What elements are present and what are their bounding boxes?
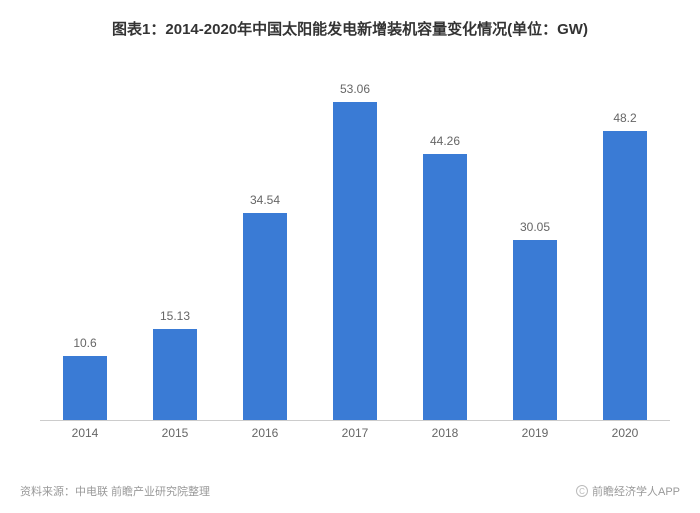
bar-value-label: 44.26: [430, 134, 460, 148]
bar: [243, 213, 287, 420]
x-axis-label: 2015: [130, 426, 220, 440]
bar-slot: 53.06: [310, 60, 400, 420]
bar-slot: 30.05: [490, 60, 580, 420]
copyright: C 前瞻经济学人APP: [576, 483, 680, 499]
bar: [333, 102, 377, 420]
bar-value-label: 53.06: [340, 82, 370, 96]
x-axis-label: 2018: [400, 426, 490, 440]
bar-slot: 34.54: [220, 60, 310, 420]
bar-value-label: 48.2: [613, 111, 636, 125]
bar: [63, 356, 107, 420]
bar-slot: 15.13: [130, 60, 220, 420]
x-axis-labels: 2014201520162017201820192020: [40, 421, 670, 445]
copyright-icon: C: [576, 485, 588, 497]
bar-slot: 10.6: [40, 60, 130, 420]
bar-value-label: 10.6: [73, 336, 96, 350]
chart-title: 图表1：2014-2020年中国太阳能发电新增装机容量变化情况(单位：GW): [0, 0, 700, 39]
bar-slot: 44.26: [400, 60, 490, 420]
x-axis-label: 2016: [220, 426, 310, 440]
bar-value-label: 30.05: [520, 220, 550, 234]
source-text: 资料来源：中电联 前瞻产业研究院整理: [20, 483, 210, 499]
footer: 资料来源：中电联 前瞻产业研究院整理 C 前瞻经济学人APP: [20, 483, 680, 499]
x-axis-label: 2019: [490, 426, 580, 440]
x-axis-label: 2020: [580, 426, 670, 440]
bar: [423, 154, 467, 420]
bars-container: 10.6 15.13 34.54 53.06 44.26 30.05 48.2: [40, 60, 670, 420]
bar: [603, 131, 647, 420]
bar: [153, 329, 197, 420]
bar-slot: 48.2: [580, 60, 670, 420]
plot-region: 10.6 15.13 34.54 53.06 44.26 30.05 48.2: [40, 60, 670, 421]
x-axis-label: 2014: [40, 426, 130, 440]
bar-value-label: 15.13: [160, 309, 190, 323]
x-axis-label: 2017: [310, 426, 400, 440]
copyright-text: 前瞻经济学人APP: [592, 483, 680, 499]
bar: [513, 240, 557, 420]
chart-area: 10.615.1334.5453.0644.2630.0548.2 201420…: [40, 60, 670, 445]
bar-value-label: 34.54: [250, 193, 280, 207]
